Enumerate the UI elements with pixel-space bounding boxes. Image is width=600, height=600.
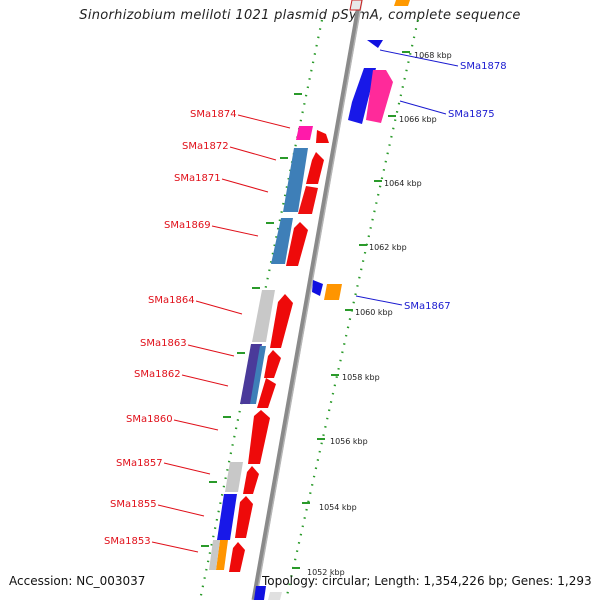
inner-track-ticks xyxy=(201,93,302,547)
scale-label-1052: 1052 kbp xyxy=(307,568,345,577)
gene-fragment xyxy=(349,0,363,11)
scale-label-1064: 1064 kbp xyxy=(384,179,422,188)
label-sma1857[interactable]: SMa1857 xyxy=(116,458,163,469)
gene-sma1862-red[interactable] xyxy=(264,350,281,378)
gene-sma1874[interactable] xyxy=(296,126,313,140)
label-sma1863[interactable]: SMa1863 xyxy=(140,338,187,349)
gene-arrow-top[interactable] xyxy=(367,40,383,48)
label-sma1853[interactable]: SMa1853 xyxy=(104,536,151,547)
gene-sma1863[interactable] xyxy=(240,344,262,404)
gene-fragment-bottom[interactable] xyxy=(268,592,282,600)
reverse-strand-genes xyxy=(254,0,410,600)
accession-text: Accession: NC_003037 xyxy=(9,574,146,588)
gene-sma1860[interactable] xyxy=(248,410,270,464)
gene-sma1872[interactable] xyxy=(283,148,308,212)
scale-label-1062: 1062 kbp xyxy=(369,243,407,252)
scale-label-1066: 1066 kbp xyxy=(399,115,437,124)
label-sma1875[interactable]: SMa1875 xyxy=(448,109,495,120)
label-sma1871[interactable]: SMa1871 xyxy=(174,173,221,184)
label-sma1862[interactable]: SMa1862 xyxy=(134,369,181,380)
gene-fragment xyxy=(394,0,410,6)
scale-label-1056: 1056 kbp xyxy=(330,437,368,446)
gene-sma1874-arrow[interactable] xyxy=(316,130,329,143)
label-sma1867[interactable]: SMa1867 xyxy=(404,301,451,312)
gene-sma1869-a[interactable] xyxy=(271,218,293,264)
gene-sma1871-red[interactable] xyxy=(306,152,324,184)
label-sma1872[interactable]: SMa1872 xyxy=(182,141,229,152)
label-sma1878[interactable]: SMa1878 xyxy=(460,61,507,72)
reverse-label-leaders xyxy=(355,49,459,306)
label-sma1855[interactable]: SMa1855 xyxy=(110,499,157,510)
scale-label-1060: 1060 kbp xyxy=(355,308,393,317)
label-sma1860[interactable]: SMa1860 xyxy=(126,414,173,425)
gene-sma1869[interactable] xyxy=(286,222,308,266)
gene-sma1863-b[interactable] xyxy=(250,346,266,404)
forward-strand-genes xyxy=(209,126,329,572)
gene-sma1855-red[interactable] xyxy=(235,496,253,538)
gene-sma1864-red[interactable] xyxy=(270,294,293,348)
gene-sma1871[interactable] xyxy=(298,186,318,214)
gene-sma1855[interactable] xyxy=(217,494,237,540)
label-sma1864[interactable]: SMa1864 xyxy=(148,295,195,306)
gene-sma1857[interactable] xyxy=(225,462,243,492)
scale-label-1054: 1054 kbp xyxy=(319,503,357,512)
forward-label-leaders xyxy=(151,114,291,553)
backbone-axis xyxy=(251,0,363,600)
scale-labels: 1068 kbp 1066 kbp 1064 kbp 1062 kbp 1060… xyxy=(292,51,452,577)
gene-sma1862[interactable] xyxy=(257,378,276,408)
gene-sma1853-red[interactable] xyxy=(229,542,245,572)
gene-sma1867[interactable] xyxy=(324,284,342,300)
label-sma1869[interactable]: SMa1869 xyxy=(164,220,211,231)
gene-small-blue[interactable] xyxy=(312,280,323,296)
inner-scale-track xyxy=(198,19,324,600)
label-sma1874[interactable]: SMa1874 xyxy=(190,109,237,120)
scale-label-1068: 1068 kbp xyxy=(414,51,452,60)
gene-sma1857-red[interactable] xyxy=(243,466,259,494)
scale-label-1058: 1058 kbp xyxy=(342,373,380,382)
backbone-highlight xyxy=(255,0,363,600)
topology-summary: Topology: circular; Length: 1,354,226 bp… xyxy=(262,574,592,588)
gene-fragment-bottom[interactable] xyxy=(254,586,266,600)
gene-sma1875[interactable] xyxy=(366,70,393,123)
map-title: Sinorhizobium meliloti 1021 plasmid pSym… xyxy=(79,8,521,23)
gene-sma1878[interactable] xyxy=(348,68,376,124)
gene-sma1864[interactable] xyxy=(252,290,275,342)
gene-sma1853[interactable] xyxy=(209,540,220,570)
